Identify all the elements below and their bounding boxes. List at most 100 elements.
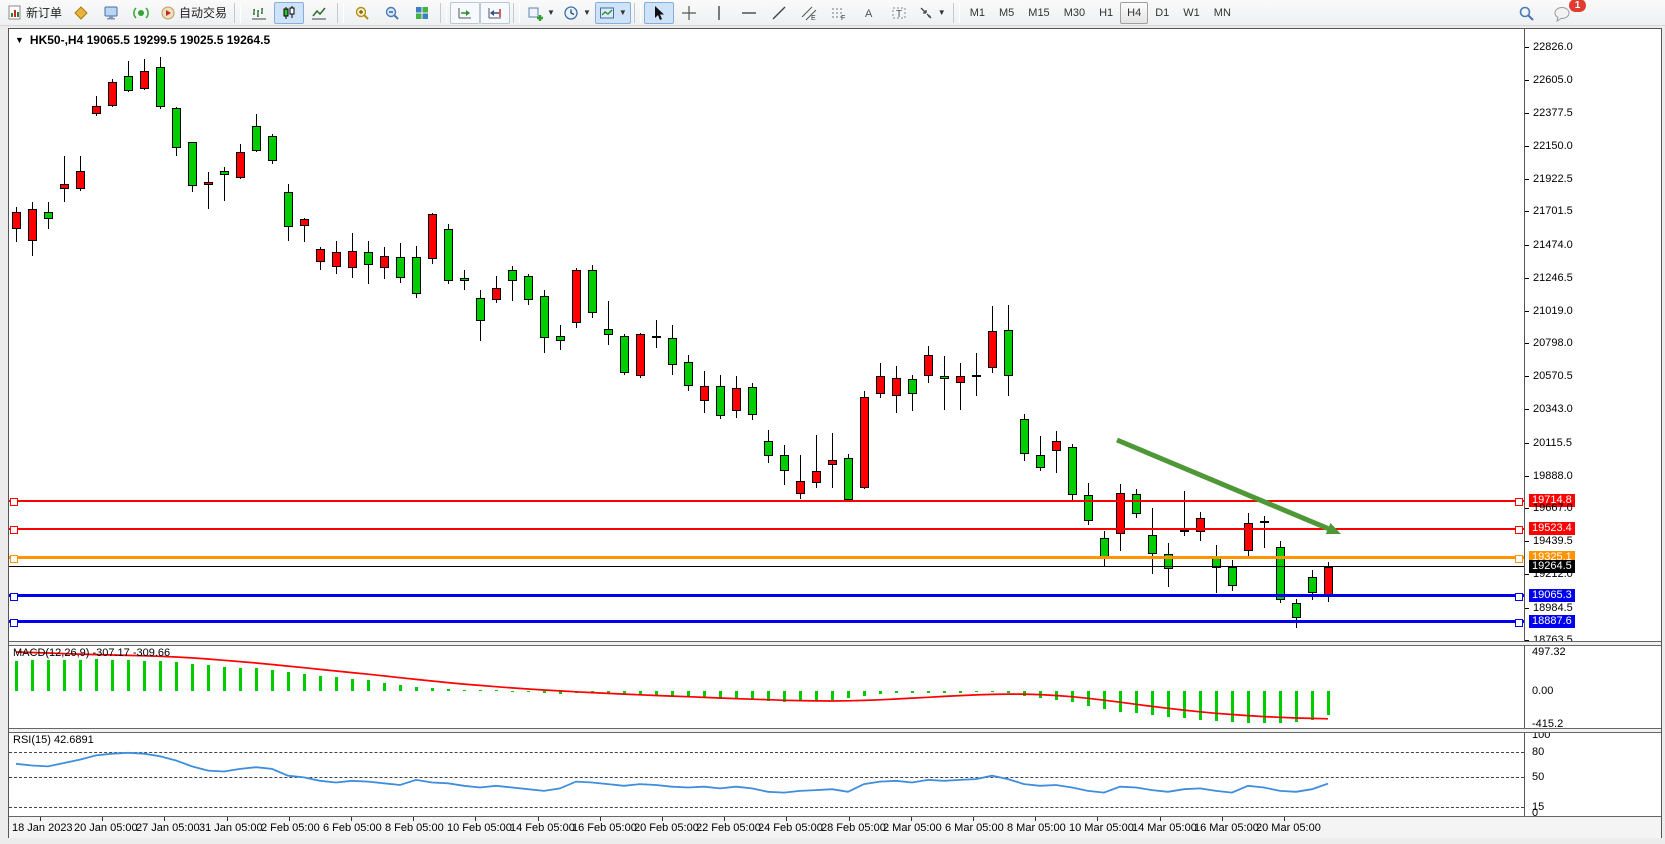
- timeframe-m30-button[interactable]: M30: [1063, 6, 1086, 19]
- trendline-tool-button[interactable]: [764, 2, 794, 24]
- clock-icon: [563, 5, 579, 21]
- tile-windows-button[interactable]: [407, 2, 437, 24]
- time-label: 22 Feb 05:00: [696, 822, 761, 834]
- line-handle[interactable]: [1515, 526, 1523, 534]
- macd-bar: [767, 691, 770, 701]
- text-tool-button[interactable]: A: [854, 2, 884, 24]
- bar-chart-mode-button[interactable]: [244, 2, 274, 24]
- line-handle[interactable]: [10, 554, 18, 563]
- price-tick-label: 20343.0: [1533, 403, 1573, 416]
- candle: [236, 152, 245, 179]
- timeframe-m1-button[interactable]: M1: [969, 6, 985, 19]
- timeframe-w1-button[interactable]: W1: [1183, 6, 1200, 19]
- line-handle[interactable]: [10, 498, 18, 506]
- search-button[interactable]: [1511, 2, 1541, 24]
- timeframe-m15-button[interactable]: M15: [1028, 6, 1050, 19]
- line-handle[interactable]: [1515, 592, 1523, 601]
- pane-splitter[interactable]: [9, 641, 1661, 646]
- time-axis[interactable]: 18 Jan 2023 20 Jan 05:00 27 Jan 05:00 31 Ja…: [9, 816, 1661, 838]
- macd-pane[interactable]: MACD(12,26,9) -307.17 -309.66: [9, 645, 1524, 729]
- crosshair-tool-button[interactable]: [674, 2, 704, 24]
- candle: [1308, 577, 1317, 593]
- candle: [956, 376, 965, 383]
- line-handle[interactable]: [1515, 618, 1523, 627]
- pane-splitter[interactable]: [9, 728, 1661, 733]
- periods-button[interactable]: ▼: [559, 2, 595, 24]
- price-axis[interactable]: 19714.8 19523.4 19325.1 19264.5 19065.3 18887…: [1524, 29, 1661, 816]
- timeframe-h1-button[interactable]: H1: [1099, 6, 1114, 19]
- horizontal-line-object[interactable]: [9, 556, 1524, 560]
- macd-bar: [255, 668, 258, 691]
- bar-chart-icon: [251, 5, 267, 21]
- text-label-tool-button[interactable]: T: [884, 2, 914, 24]
- candle: [1196, 518, 1205, 532]
- time-tick: [1160, 817, 1161, 821]
- history-center-button[interactable]: [66, 2, 96, 24]
- horizontal-line-tool-button[interactable]: [734, 2, 764, 24]
- candle: [300, 219, 309, 226]
- auto-trading-button[interactable]: 自动交易: [156, 2, 231, 24]
- templates-button[interactable]: ▼: [594, 1, 631, 24]
- macd-bar: [431, 688, 434, 691]
- time-tick: [786, 817, 787, 821]
- fibonacci-tool-button[interactable]: F: [824, 2, 854, 24]
- macd-bar: [335, 677, 338, 691]
- candle: [220, 170, 229, 175]
- axis-tick: [1525, 409, 1529, 411]
- chart-title-caret-icon[interactable]: ▼: [15, 35, 24, 45]
- trend-arrow[interactable]: [9, 29, 1524, 641]
- time-tick: [1035, 817, 1036, 821]
- macd-bar: [879, 691, 882, 695]
- timeframe-d1-button[interactable]: D1: [1155, 6, 1170, 19]
- macd-bar: [911, 691, 914, 693]
- horizontal-line-object[interactable]: [9, 500, 1524, 502]
- zoom-out-button[interactable]: [377, 2, 407, 24]
- candle: [1276, 547, 1285, 601]
- timeframe-mn-button[interactable]: MN: [1213, 6, 1231, 19]
- axis-tick: [1525, 343, 1529, 345]
- timeframe-h4-button[interactable]: H4: [1120, 1, 1149, 24]
- auto-scroll-button[interactable]: [450, 1, 481, 24]
- terminal-button[interactable]: [96, 2, 126, 24]
- timeframe-m5-button[interactable]: M5: [999, 6, 1015, 19]
- axis-tick: [1525, 145, 1529, 147]
- time-tick: [724, 817, 725, 821]
- candle-wick: [304, 218, 305, 243]
- line-handle[interactable]: [10, 618, 18, 627]
- vertical-line-tool-button[interactable]: [704, 2, 734, 24]
- channel-tool-button[interactable]: E: [794, 2, 824, 24]
- price-tick-label: 21474.0: [1533, 238, 1573, 251]
- candle: [364, 252, 373, 266]
- new-order-button[interactable]: 新订单: [4, 2, 66, 24]
- time-tick: [1284, 817, 1285, 821]
- arrows-tool-button[interactable]: ▼: [914, 2, 950, 24]
- time-tick: [600, 817, 601, 821]
- horizontal-line-object[interactable]: [9, 594, 1524, 598]
- line-handle[interactable]: [1515, 554, 1523, 563]
- rsi-pane[interactable]: RSI(15) 42.6891: [9, 732, 1524, 816]
- price-pane[interactable]: ▼ HK50-,H4 19065.5 19299.5 19025.5 19264…: [9, 29, 1524, 641]
- macd-bar: [703, 691, 706, 698]
- macd-bar: [863, 691, 866, 696]
- price-line-label: 18887.6: [1529, 614, 1575, 628]
- cursor-tool-button[interactable]: [643, 1, 674, 24]
- line-handle[interactable]: [10, 526, 18, 534]
- candlestick-mode-button[interactable]: [274, 1, 305, 24]
- axis-tick: [1525, 47, 1529, 49]
- candle-wick: [1040, 436, 1041, 472]
- candle: [396, 257, 405, 278]
- notifications-button[interactable]: 1: [1547, 0, 1586, 24]
- indicators-button[interactable]: ▼: [523, 2, 559, 24]
- signal-button[interactable]: [126, 2, 156, 24]
- macd-bar: [239, 667, 242, 691]
- candle: [1004, 330, 1013, 376]
- chart-shift-button[interactable]: [480, 1, 511, 24]
- line-handle[interactable]: [10, 592, 18, 601]
- line-handle[interactable]: [1515, 498, 1523, 506]
- horizontal-line-object[interactable]: [9, 528, 1524, 530]
- horizontal-line-object[interactable]: [9, 620, 1524, 624]
- zoom-in-button[interactable]: [347, 2, 377, 24]
- fibonacci-icon: F: [831, 5, 847, 21]
- line-chart-mode-button[interactable]: [304, 2, 334, 24]
- macd-bar: [303, 673, 306, 691]
